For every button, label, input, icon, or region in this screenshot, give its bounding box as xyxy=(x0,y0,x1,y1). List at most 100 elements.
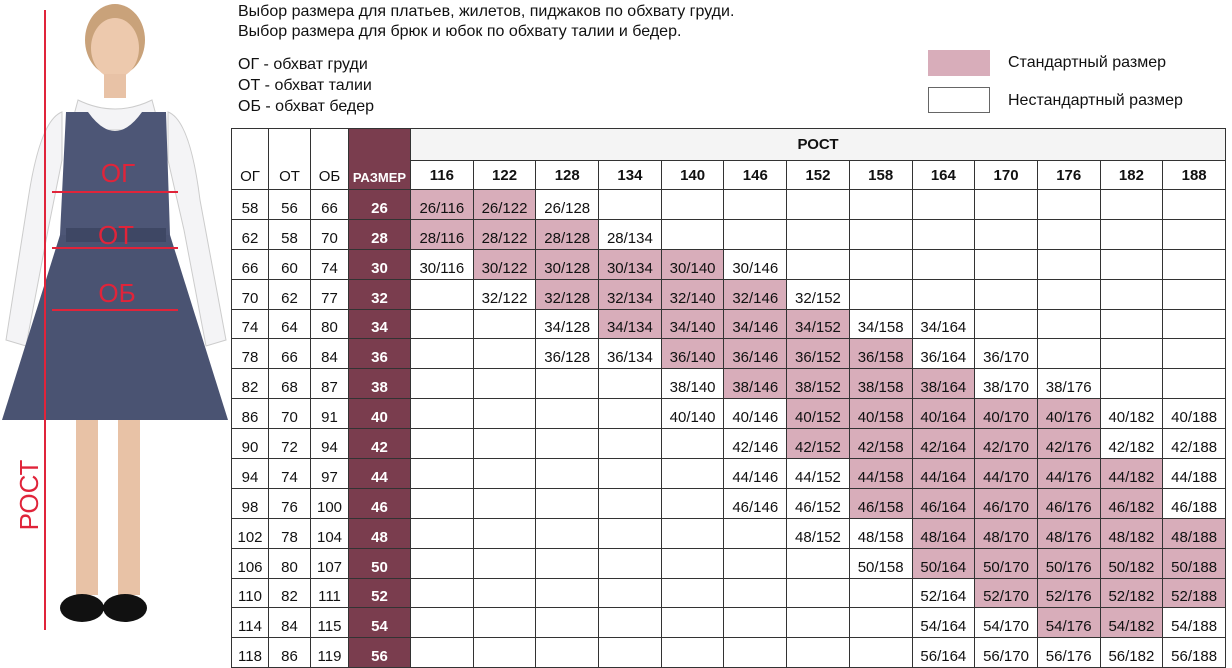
empty-cell xyxy=(1099,218,1164,250)
empty-cell xyxy=(1036,308,1101,340)
empty-cell xyxy=(598,189,662,220)
neck xyxy=(104,74,126,98)
empty-cell xyxy=(660,577,725,609)
belt xyxy=(66,228,166,242)
empty-cell xyxy=(848,248,913,280)
height-title: РОСТ xyxy=(410,128,1226,161)
empty-cell xyxy=(786,577,850,609)
size-height-cell: 44/164 xyxy=(911,458,976,489)
measure: 106 xyxy=(231,547,269,579)
size-height-cell: 34/134 xyxy=(598,308,662,340)
empty-cell xyxy=(410,308,474,340)
size-height-cell: 30/122 xyxy=(472,248,537,280)
size-height-cell: 56/176 xyxy=(1036,637,1101,668)
empty-cell xyxy=(974,278,1038,310)
height-header: 182 xyxy=(1099,160,1164,190)
size-height-cell: 56/188 xyxy=(1162,637,1226,668)
empty-cell xyxy=(723,607,788,639)
empty-cell xyxy=(1036,338,1101,370)
empty-cell xyxy=(723,637,788,668)
measure: 86 xyxy=(268,637,311,668)
size-height-cell: 46/152 xyxy=(786,487,850,519)
empty-cell xyxy=(410,398,474,430)
size-height-cell: 40/146 xyxy=(723,398,788,430)
empty-cell xyxy=(786,607,850,639)
measure: 84 xyxy=(310,338,349,370)
size-height-cell: 36/152 xyxy=(786,338,850,370)
chest-label: ОГ xyxy=(101,158,135,188)
empty-cell xyxy=(1036,278,1101,310)
right-sleeve xyxy=(167,111,227,347)
empty-cell xyxy=(660,189,725,220)
size-height-cell: 36/170 xyxy=(974,338,1038,370)
empty-cell xyxy=(410,338,474,370)
empty-cell xyxy=(1099,189,1164,220)
right-leg xyxy=(118,420,140,595)
empty-cell xyxy=(598,398,662,430)
column-header: ОТ xyxy=(268,128,311,190)
size-height-cell: 28/134 xyxy=(598,218,662,250)
waist-label: ОТ xyxy=(98,220,134,250)
header-line: Выбор размера для брюк и юбок по обхвату… xyxy=(238,23,682,40)
empty-cell xyxy=(660,517,725,549)
empty-cell xyxy=(974,218,1038,250)
height-header: 140 xyxy=(660,160,725,190)
size-height-cell: 54/182 xyxy=(1099,607,1164,639)
measure: 102 xyxy=(231,517,269,549)
empty-cell xyxy=(660,637,725,668)
size-height-cell: 26/116 xyxy=(410,189,474,220)
measure: 76 xyxy=(268,487,311,519)
empty-cell xyxy=(1162,218,1226,250)
empty-cell xyxy=(472,517,537,549)
size-height-cell: 34/146 xyxy=(723,308,788,340)
measure: 84 xyxy=(268,607,311,639)
empty-cell xyxy=(472,547,537,579)
size-height-cell: 52/182 xyxy=(1099,577,1164,609)
empty-cell xyxy=(974,308,1038,340)
height-header: 116 xyxy=(410,160,474,190)
size-height-cell: 38/164 xyxy=(911,368,976,400)
measure: 74 xyxy=(310,248,349,280)
size-height-cell: 42/152 xyxy=(786,428,850,460)
empty-cell xyxy=(1162,278,1226,310)
height-label: РОСТ xyxy=(14,459,44,530)
size-height-cell: 40/158 xyxy=(848,398,913,430)
size: 44 xyxy=(348,458,411,489)
height-header: 158 xyxy=(848,160,913,190)
size-row: 62 58 70 28 28/116 28/122 28/128 28/134 xyxy=(231,218,1226,250)
empty-cell xyxy=(1162,338,1226,370)
empty-cell xyxy=(1036,189,1101,220)
measure: 110 xyxy=(231,577,269,609)
size-height-cell: 28/116 xyxy=(410,218,474,250)
size-height-cell: 48/188 xyxy=(1162,517,1226,549)
size-row: 74 64 80 34 34/128 34/134 34/140 34/146 34/152 34… xyxy=(231,308,1226,340)
empty-cell xyxy=(410,607,474,639)
measure: 62 xyxy=(231,218,269,250)
empty-cell xyxy=(723,218,788,250)
size: 50 xyxy=(348,547,411,579)
empty-cell xyxy=(911,189,976,220)
size-row: 110 82 111 52 52/164 52/170 52/176 52/182 52/188 xyxy=(231,577,1226,609)
empty-cell xyxy=(535,428,600,460)
measure: 78 xyxy=(231,338,269,370)
size-height-cell: 36/146 xyxy=(723,338,788,370)
measure: 82 xyxy=(231,368,269,400)
size-height-cell: 34/158 xyxy=(848,308,913,340)
size: 56 xyxy=(348,637,411,668)
measure: 78 xyxy=(268,517,311,549)
height-header: 128 xyxy=(535,160,600,190)
size: 40 xyxy=(348,398,411,430)
size-row: 90 72 94 42 42/146 42/152 42/158 42/164 42/170 42… xyxy=(231,428,1226,460)
empty-cell xyxy=(786,547,850,579)
size-height-cell: 44/152 xyxy=(786,458,850,489)
measure: 80 xyxy=(268,547,311,579)
measure: 104 xyxy=(310,517,349,549)
size-height-cell: 48/182 xyxy=(1099,517,1164,549)
measure: 70 xyxy=(310,218,349,250)
measure: 94 xyxy=(310,428,349,460)
header-row: ОГ ОТ ОБ РАЗМЕР РОСТ xyxy=(231,128,1226,190)
size-height-cell: 42/182 xyxy=(1099,428,1164,460)
size-height-cell: 44/188 xyxy=(1162,458,1226,489)
empty-cell xyxy=(535,368,600,400)
